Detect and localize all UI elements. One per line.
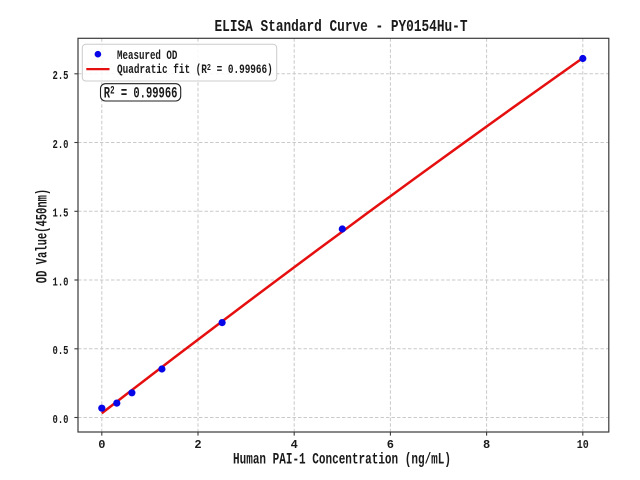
svg-text:10: 10 — [577, 438, 589, 452]
svg-text:2.5: 2.5 — [53, 69, 69, 83]
svg-text:2: 2 — [194, 438, 201, 452]
svg-text:2.0: 2.0 — [53, 138, 69, 152]
svg-text:0: 0 — [98, 438, 105, 452]
svg-text:6: 6 — [387, 438, 394, 452]
svg-text:ELISA Standard Curve - PY0154H: ELISA Standard Curve - PY0154Hu-T — [215, 17, 468, 36]
svg-text:1.5: 1.5 — [53, 207, 69, 221]
svg-text:1.0: 1.0 — [53, 275, 69, 289]
svg-text:Quadratic fit (R2 = 0.99966): Quadratic fit (R2 = 0.99966) — [117, 63, 273, 77]
svg-text:Human PAI-1 Concentration (ng/: Human PAI-1 Concentration (ng/mL) — [233, 451, 451, 469]
svg-text:4: 4 — [291, 438, 298, 452]
svg-text:R2 = 0.99966: R2 = 0.99966 — [104, 84, 178, 102]
svg-text:OD Value(450nm): OD Value(450nm) — [34, 189, 52, 283]
svg-text:0.0: 0.0 — [53, 413, 69, 427]
svg-text:Measured OD: Measured OD — [117, 49, 178, 63]
svg-text:0.5: 0.5 — [53, 344, 69, 358]
svg-text:8: 8 — [483, 438, 490, 452]
